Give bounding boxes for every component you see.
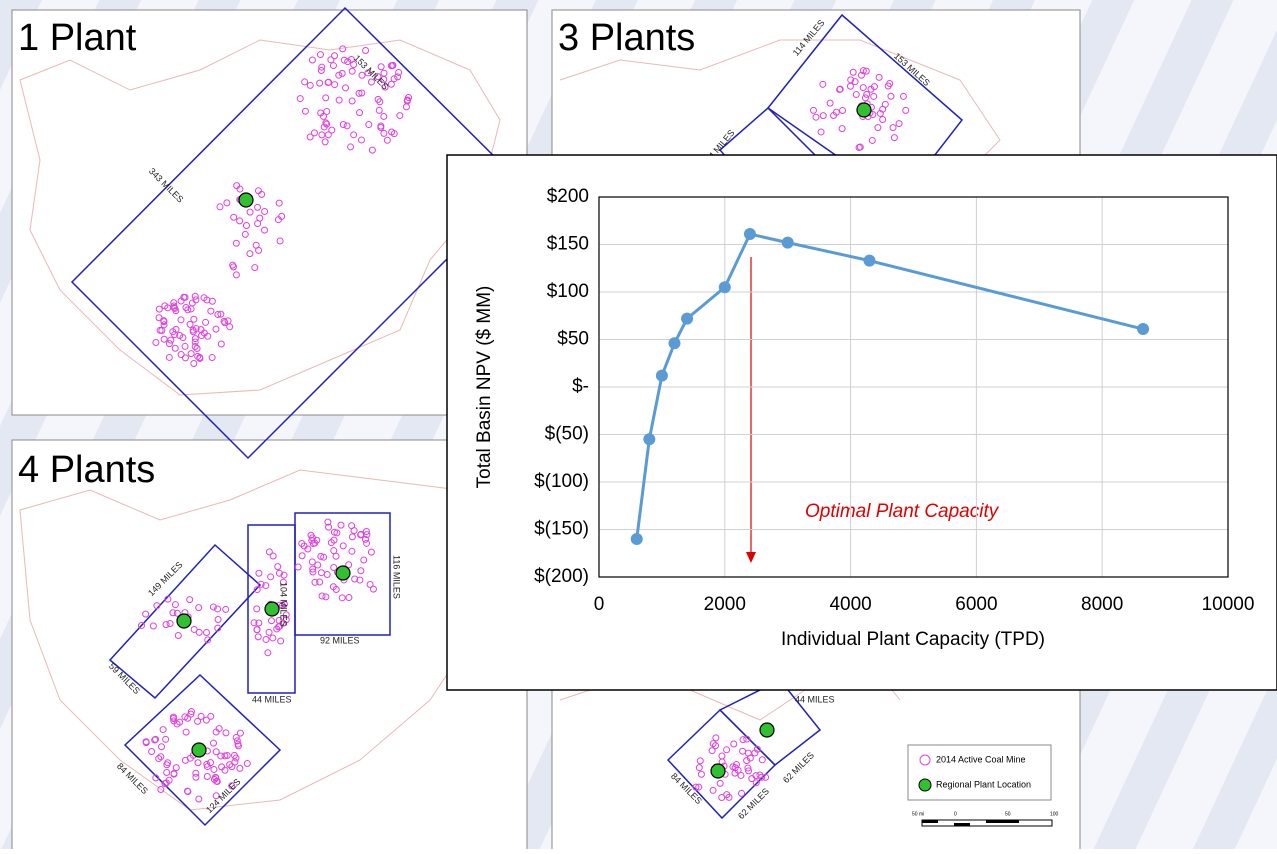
data-point	[782, 237, 794, 249]
y-tick-label: $(150)	[534, 519, 589, 540]
distance-label: 104 MILES	[279, 582, 289, 627]
y-tick-label: $100	[547, 281, 589, 302]
panel-title: 4 Plants	[18, 449, 155, 491]
plant-marker	[760, 723, 774, 737]
y-tick-label: $(50)	[545, 424, 589, 445]
scale-label: 50	[1005, 811, 1011, 817]
x-tick-label: 0	[594, 594, 605, 615]
legend-label: Regional Plant Location	[936, 779, 1031, 789]
scale-label: 0	[954, 811, 957, 817]
scale-label: 100	[1050, 811, 1059, 817]
y-tick-label: $150	[547, 234, 589, 255]
x-tick-label: 4000	[829, 594, 871, 615]
slide: 1 Plant 3 Plants 4 Plants 153 MILES 343 …	[0, 0, 1277, 849]
x-axis-label: Individual Plant Capacity (TPD)	[781, 629, 1045, 650]
chart: Total Basin NPV ($ MM) Individual Plant …	[447, 155, 1277, 690]
distance-label: 44 MILES	[252, 694, 292, 704]
y-tick-label: $50	[557, 329, 589, 350]
data-point	[744, 228, 756, 240]
distance-label: 44 MILES	[795, 694, 835, 704]
y-tick-label: $200	[547, 186, 589, 207]
data-point	[719, 281, 731, 293]
x-tick-label: 8000	[1081, 594, 1123, 615]
y-tick-label: $-	[572, 376, 589, 397]
data-point	[631, 533, 643, 545]
plant-marker	[857, 103, 871, 117]
x-tick-label: 2000	[704, 594, 746, 615]
y-tick-label: $(200)	[534, 566, 589, 587]
legend-label: 2014 Active Coal Mine	[936, 754, 1026, 764]
data-point	[681, 313, 693, 325]
y-tick-label: $(100)	[534, 471, 589, 492]
x-tick-label: 10000	[1202, 594, 1255, 615]
x-tick-label: 6000	[955, 594, 997, 615]
distance-label: 92 MILES	[320, 635, 360, 645]
plant-marker	[265, 602, 279, 616]
y-axis-label: Total Basin NPV ($ MM)	[474, 286, 495, 489]
data-point	[656, 370, 668, 382]
legend-symbol	[919, 779, 931, 791]
annotation: Optimal Plant Capacity	[805, 501, 1000, 522]
map-legend	[908, 745, 1051, 800]
plant-marker	[177, 614, 191, 628]
plant-marker	[711, 764, 725, 778]
data-point	[863, 255, 875, 267]
plant-marker	[239, 193, 253, 207]
distance-label: 116 MILES	[392, 555, 402, 599]
panel-title: 1 Plant	[18, 17, 137, 59]
plant-marker	[192, 743, 206, 757]
data-point	[1137, 323, 1149, 335]
scale-label: 50 mi	[912, 811, 924, 817]
data-point	[643, 433, 655, 445]
page: 1 Plant 3 Plants 4 Plants 153 MILES 343 …	[0, 0, 1277, 849]
data-point	[668, 337, 680, 349]
plant-marker	[336, 566, 350, 580]
panel-title: 3 Plants	[558, 17, 695, 59]
